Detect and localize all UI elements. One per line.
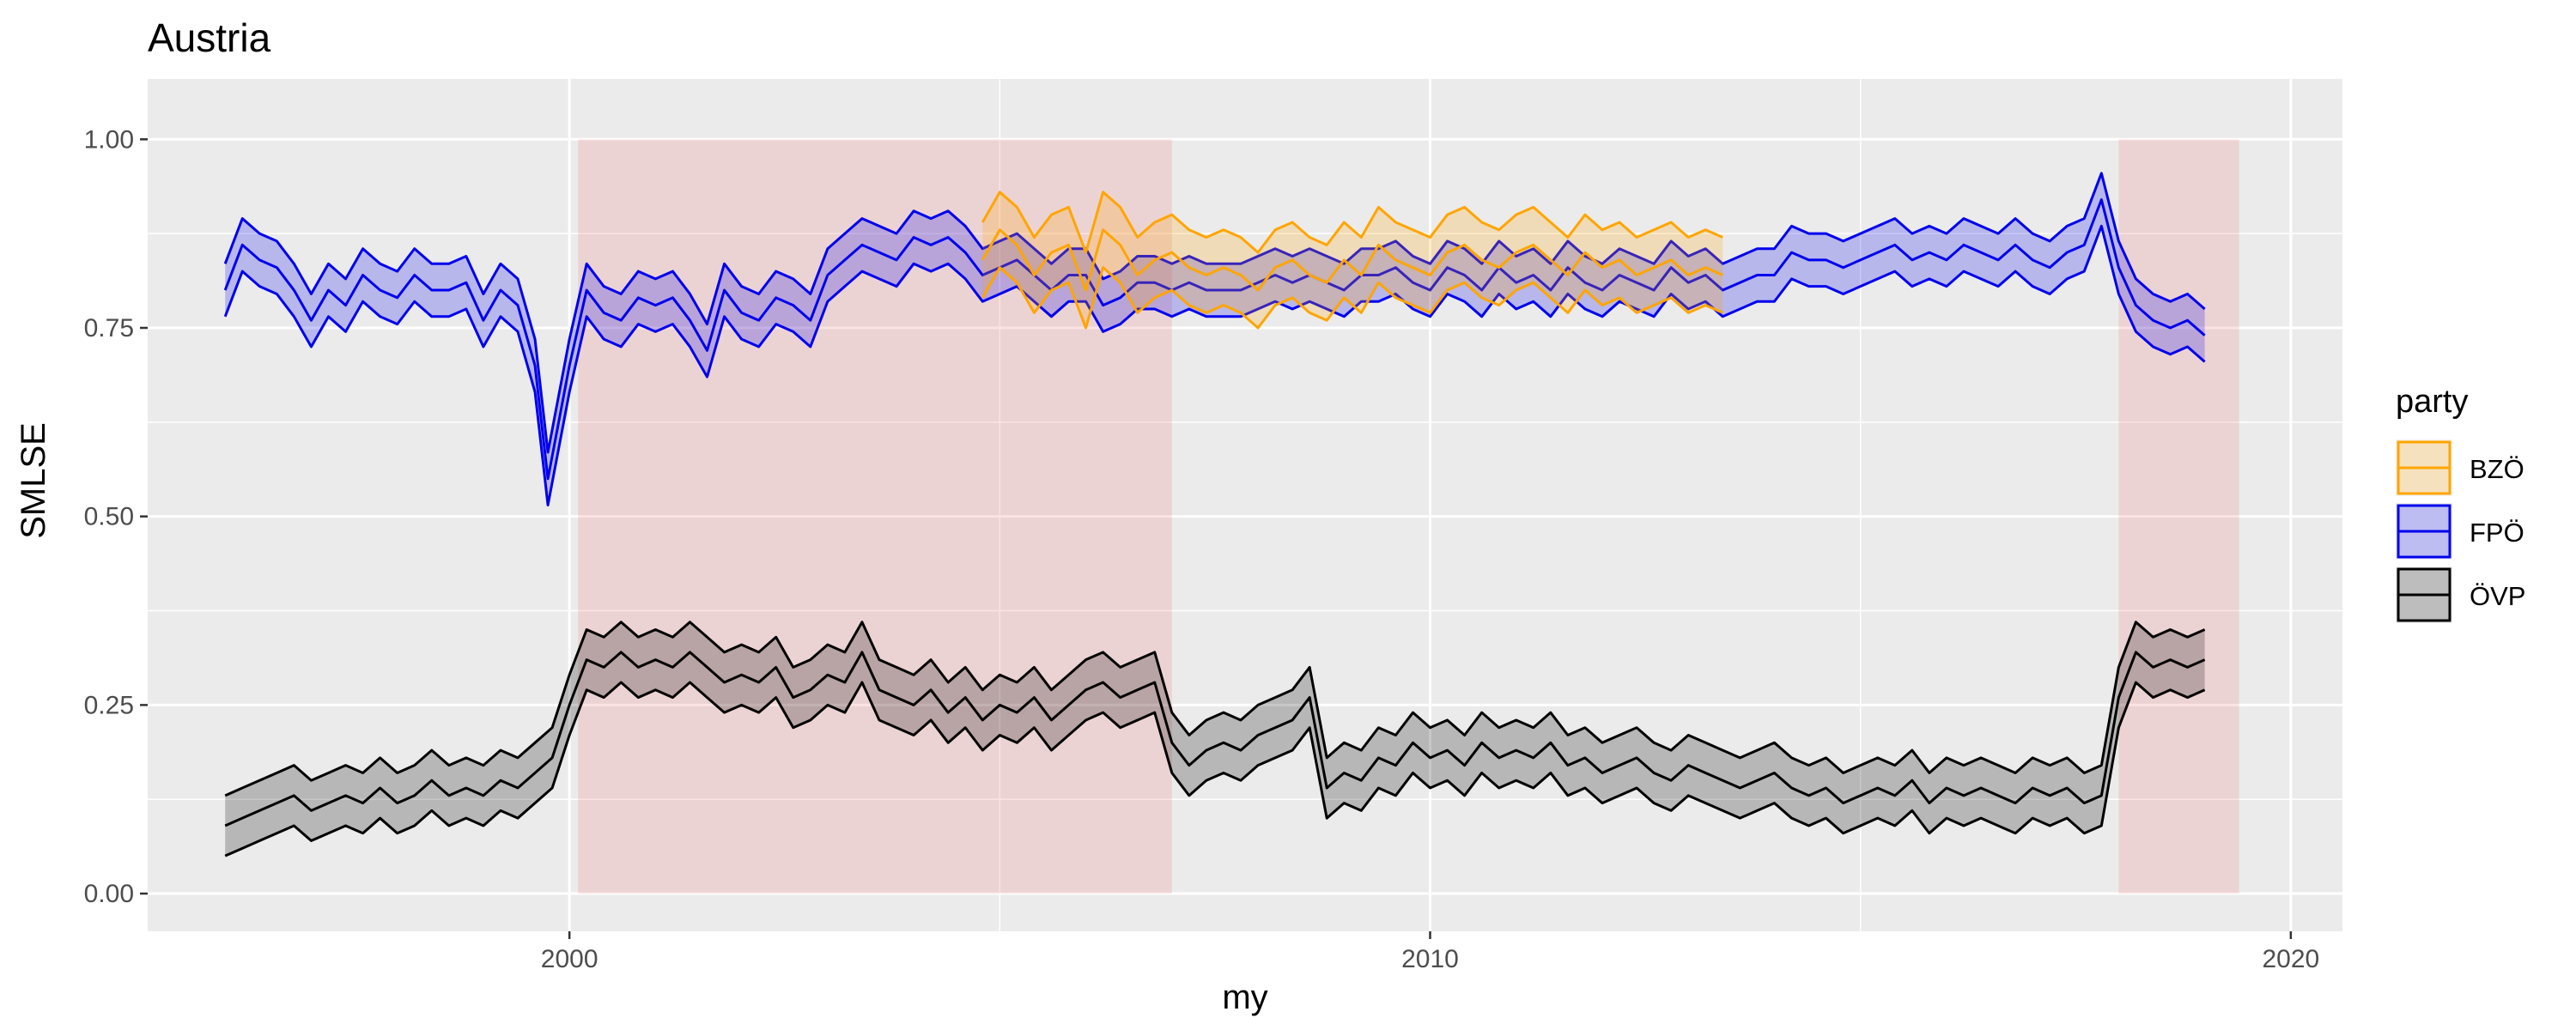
- legend-label: FPÖ: [2470, 518, 2524, 548]
- legend: party BZÖ FPÖ ÖVP: [2396, 384, 2525, 623]
- y-tick-label: 0.50: [84, 503, 134, 531]
- x-tick-label: 2000: [541, 945, 598, 973]
- y-tick-label: 0.75: [84, 314, 134, 342]
- x-tick-label: 2010: [1401, 945, 1459, 973]
- y-tick-label: 1.00: [84, 125, 134, 154]
- series-band: [225, 621, 2205, 857]
- series-lower-line: [981, 266, 1723, 330]
- series-0: [223, 172, 2206, 506]
- legend-label: BZÖ: [2470, 454, 2524, 484]
- series-layer: [223, 172, 2206, 857]
- y-tick-label: 0.25: [84, 691, 134, 719]
- chart-title: Austria: [148, 15, 271, 60]
- legend-key-1: [2396, 503, 2452, 560]
- series-upper-line: [224, 621, 2206, 797]
- legend-key-0: [2396, 439, 2452, 496]
- legend-title: party: [2396, 384, 2468, 420]
- shaded-periods: [578, 139, 2239, 894]
- x-axis-title: my: [1222, 978, 1267, 1016]
- series-line: [224, 651, 2206, 827]
- shaded-period-1: [578, 139, 1172, 894]
- series-lower-line: [224, 681, 2206, 857]
- series-upper-line: [223, 172, 2206, 454]
- series-line: [981, 228, 1723, 292]
- series-upper-line: [981, 191, 1723, 254]
- legend-label: ÖVP: [2470, 581, 2525, 611]
- y-axis-title: SMLSE: [15, 422, 52, 539]
- series-band: [225, 173, 2205, 506]
- legend-key-2: [2396, 566, 2452, 623]
- shaded-period-2: [2118, 139, 2239, 894]
- series-band: [982, 191, 1723, 328]
- series-lower-line: [223, 224, 2206, 506]
- series-2: [224, 621, 2206, 857]
- y-tick-label: 0.00: [84, 880, 134, 908]
- series-line: [223, 198, 2206, 481]
- x-tick-label: 2020: [2262, 945, 2319, 973]
- axes: 0.00 0.25 0.50 0.75 1.00 2000 2010 2020: [84, 125, 2320, 973]
- series-1: [981, 191, 1723, 330]
